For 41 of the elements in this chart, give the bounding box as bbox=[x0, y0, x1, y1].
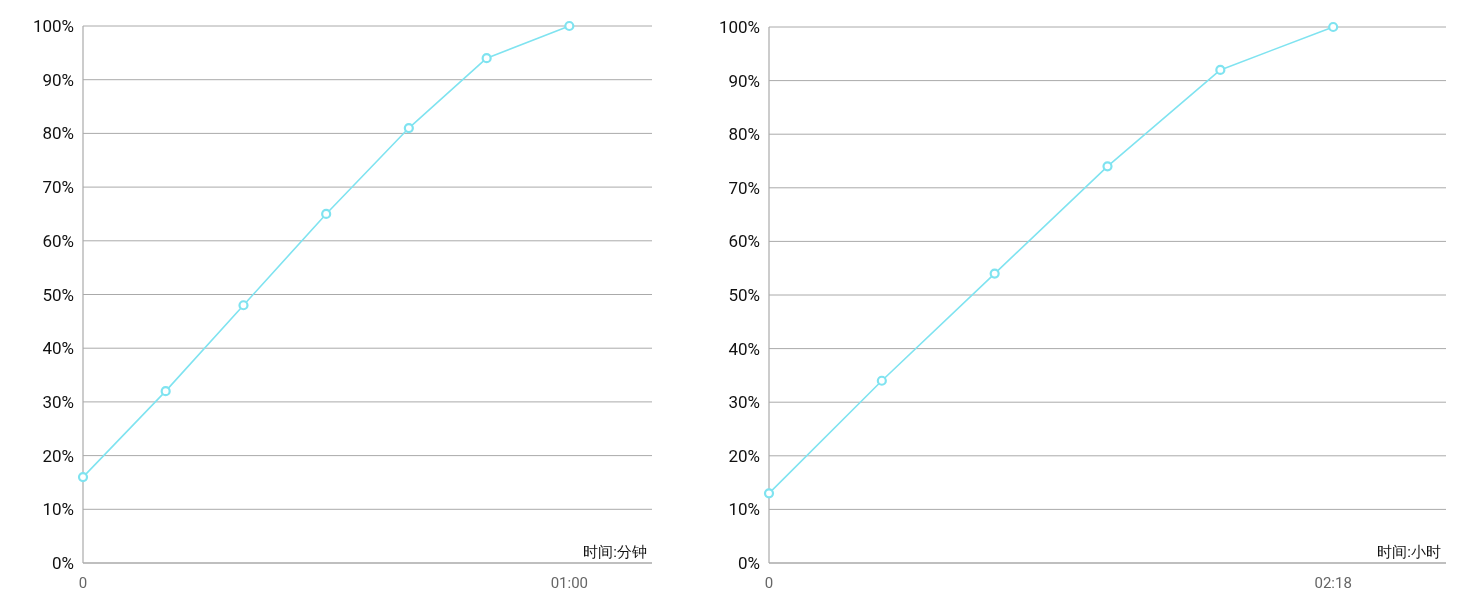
y-tick-label: 50% bbox=[728, 285, 760, 305]
point bbox=[403, 122, 414, 134]
point bbox=[160, 386, 171, 397]
y-tick-label: 10% bbox=[728, 499, 760, 520]
y-tick-label: 100% bbox=[32, 16, 74, 36]
point bbox=[321, 208, 332, 220]
y-tick-label: 0% bbox=[737, 553, 760, 573]
y-tick-label: 40% bbox=[42, 338, 74, 359]
point bbox=[1102, 161, 1113, 172]
point bbox=[1328, 21, 1339, 33]
x-tick-label: 01:00 bbox=[550, 574, 588, 592]
y-tick-label: 0% bbox=[51, 553, 74, 573]
y-tick-label: 70% bbox=[728, 177, 760, 198]
x-tick-label: 02:18 bbox=[1314, 574, 1352, 592]
y-tick-label: 80% bbox=[728, 124, 760, 145]
x-tick-label: 0 bbox=[78, 574, 88, 592]
y-tick-label: 30% bbox=[42, 391, 74, 412]
y-tick-label: 100% bbox=[718, 17, 760, 37]
y-tick-label: 60% bbox=[728, 231, 760, 252]
point bbox=[564, 20, 575, 32]
point bbox=[1215, 64, 1226, 75]
y-tick-label: 50% bbox=[42, 284, 74, 305]
x-axis-title: 时间:小时 bbox=[1377, 543, 1441, 561]
point bbox=[77, 471, 89, 483]
point bbox=[763, 488, 775, 499]
y-tick-label: 40% bbox=[728, 338, 760, 359]
point bbox=[989, 268, 1000, 279]
y-tick-label: 60% bbox=[42, 230, 74, 251]
point bbox=[876, 375, 887, 386]
y-tick-label: 20% bbox=[728, 445, 760, 466]
y-tick-label: 80% bbox=[42, 123, 74, 144]
y-tick-label: 20% bbox=[42, 445, 74, 466]
y-tick-label: 70% bbox=[42, 177, 74, 198]
y-tick-label: 90% bbox=[42, 69, 74, 90]
point bbox=[238, 300, 249, 311]
x-axis-title: 时间:分钟 bbox=[583, 543, 647, 561]
y-tick-label: 90% bbox=[728, 70, 760, 91]
x-tick-label: 0 bbox=[764, 574, 774, 592]
y-tick-label: 10% bbox=[42, 499, 74, 520]
y-tick-label: 30% bbox=[728, 392, 760, 413]
point bbox=[481, 53, 492, 64]
